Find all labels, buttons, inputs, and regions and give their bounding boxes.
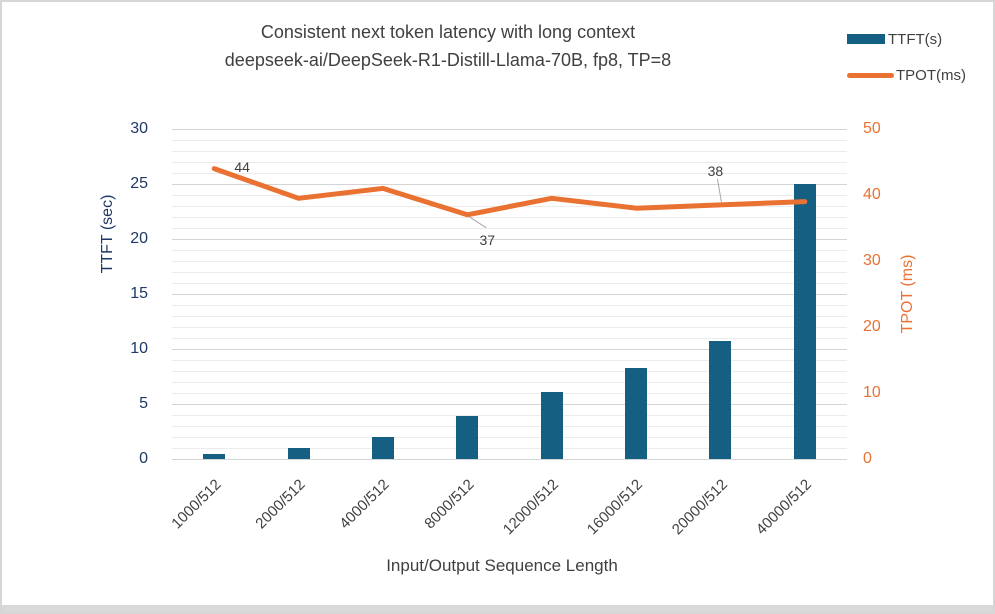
x-category-label: 1000/512 (167, 476, 225, 533)
minor-gridline (172, 316, 847, 317)
minor-gridline (172, 140, 847, 141)
ttft-bar (371, 437, 394, 459)
x-category-label: 40000/512 (752, 476, 815, 539)
left-axis-tick-label: 15 (130, 285, 148, 302)
data-label-leader-line (469, 216, 487, 229)
chart-title-line2: deepseek-ai/DeepSeek-R1-Distill-Llama-70… (224, 50, 672, 70)
minor-gridline (172, 371, 847, 372)
minor-gridline (172, 426, 847, 427)
minor-gridline (172, 415, 847, 416)
minor-gridline (172, 228, 847, 229)
major-gridline (172, 184, 847, 185)
right-axis-tick-label: 40 (863, 186, 881, 203)
ttft-bar (203, 453, 226, 459)
legend-item-ttft: TTFT(s) (847, 29, 966, 49)
x-category-label: 20000/512 (668, 476, 731, 539)
minor-gridline (172, 250, 847, 251)
left-axis-tick-label: 0 (139, 450, 148, 467)
minor-gridline (172, 305, 847, 306)
minor-gridline (172, 217, 847, 218)
tpot-line (211, 166, 808, 218)
x-category-label: 12000/512 (499, 476, 562, 539)
minor-gridline (172, 437, 847, 438)
data-label: 37 (479, 231, 496, 248)
legend: TTFT(s) TPOT(ms) (847, 29, 966, 101)
minor-gridline (172, 283, 847, 284)
x-category-label: 2000/512 (252, 476, 309, 533)
left-axis-tick-label: 20 (130, 230, 148, 247)
x-category-label: 4000/512 (336, 476, 393, 533)
ttft-bar (709, 341, 732, 459)
major-gridline (172, 239, 847, 240)
data-label: 38 (707, 162, 724, 179)
ttft-bar (287, 448, 310, 459)
minor-gridline (172, 360, 847, 361)
minor-gridline (172, 151, 847, 152)
minor-gridline (172, 261, 847, 262)
data-label-leader-line (716, 178, 722, 202)
right-axis-tick-label: 0 (863, 450, 872, 467)
data-label: 44 (234, 158, 250, 175)
plot-area: 44 37 38 (172, 129, 847, 460)
left-axis-tick-label: 25 (130, 175, 148, 192)
major-gridline (172, 349, 847, 350)
x-category-label: 8000/512 (421, 476, 478, 533)
minor-gridline (172, 272, 847, 273)
right-axis-tick-label: 50 (863, 120, 881, 137)
minor-gridline (172, 195, 847, 196)
right-axis-tick-label: 10 (863, 384, 881, 401)
ttft-bar (540, 391, 563, 459)
legend-item-tpot: TPOT(ms) (847, 65, 966, 85)
right-axis-title: TPOT (ms) (899, 254, 916, 334)
minor-gridline (172, 173, 847, 174)
left-axis-tick-label: 30 (130, 120, 148, 137)
right-axis-tick-label: 20 (863, 318, 881, 335)
legend-label-ttft: TTFT(s) (888, 30, 943, 48)
major-gridline (172, 404, 847, 405)
major-gridline (172, 294, 847, 295)
chart-title-line1: Consistent next token latency with long … (260, 22, 636, 42)
minor-gridline (172, 393, 847, 394)
major-gridline (172, 459, 847, 460)
left-axis-tick-label: 5 (139, 395, 148, 412)
minor-gridline (172, 338, 847, 339)
tpot-line-chart (211, 166, 808, 229)
ttft-bar (793, 184, 816, 459)
left-axis-tick-label: 10 (130, 340, 148, 357)
x-axis-title: Input/Output Sequence Length (386, 556, 618, 575)
minor-gridline (172, 382, 847, 383)
bar-series-swatch-icon (847, 34, 885, 44)
chart-title: Consistent next token latency with long … (2, 18, 894, 74)
minor-gridline (172, 162, 847, 163)
legend-label-tpot: TPOT(ms) (896, 66, 966, 84)
right-axis-tick-label: 30 (863, 252, 881, 269)
ttft-bar (625, 367, 648, 459)
line-series-swatch-icon (847, 72, 894, 78)
minor-gridline (172, 327, 847, 328)
minor-gridline (172, 448, 847, 449)
x-category-label: 16000/512 (583, 476, 647, 539)
ttft-bar (456, 416, 479, 459)
bottom-strip (2, 605, 993, 612)
major-gridline (172, 129, 847, 130)
